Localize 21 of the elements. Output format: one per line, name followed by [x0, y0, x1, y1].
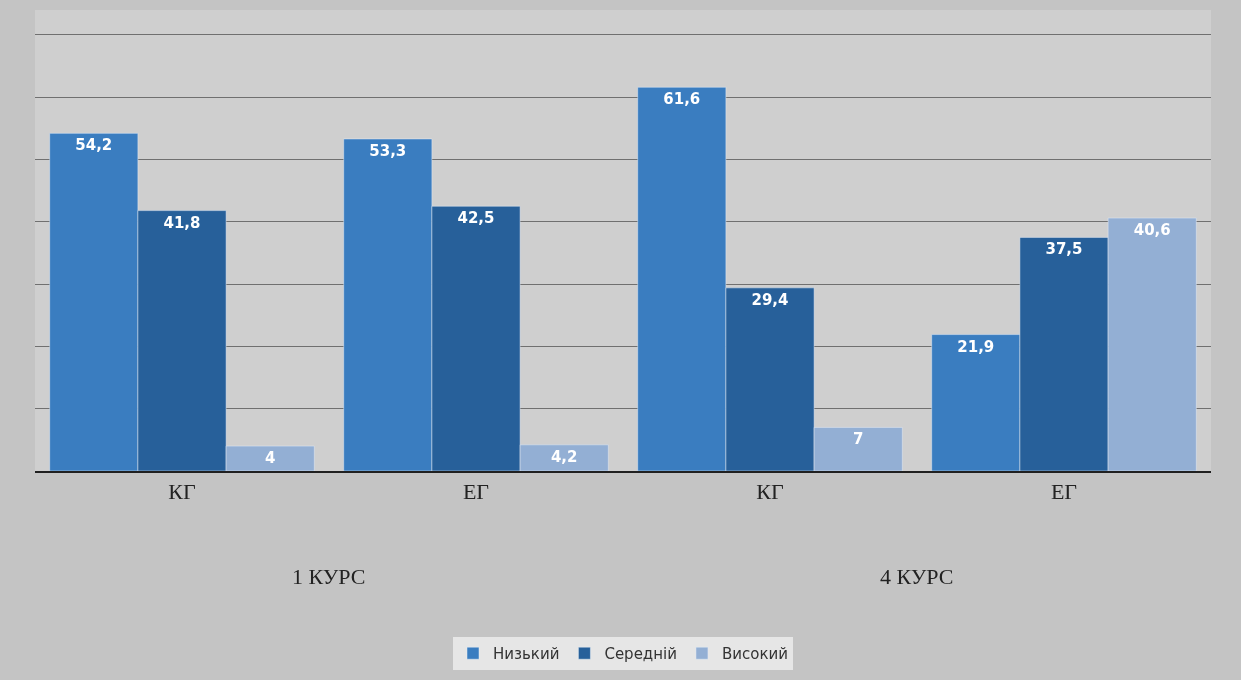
x-tick-label: КГ: [756, 479, 784, 505]
legend-label: Низький: [493, 645, 560, 664]
x-tick-label: ЕГ: [462, 479, 490, 505]
data-label: 42,5: [457, 209, 495, 228]
data-label: 41,8: [163, 213, 201, 232]
data-label: 21,9: [957, 337, 995, 356]
data-label: 54,2: [75, 136, 113, 155]
data-label: 7: [852, 430, 864, 449]
x-tick-label: КГ: [168, 479, 196, 505]
data-label: 61,6: [663, 90, 701, 109]
text: 4 КУРС: [880, 564, 954, 589]
data-label: 29,4: [751, 290, 789, 309]
data-label: 37,5: [1045, 240, 1083, 259]
data-label: 4,2: [550, 447, 578, 466]
text: 1 КУРС: [292, 564, 366, 589]
data-label: 53,3: [369, 141, 407, 160]
data-label: 40,6: [1133, 221, 1171, 240]
x-tick-label: ЕГ: [1050, 479, 1078, 505]
legend-label: Високий: [721, 645, 788, 664]
data-label: 4: [264, 449, 276, 468]
legend-label: Середній: [604, 645, 677, 664]
